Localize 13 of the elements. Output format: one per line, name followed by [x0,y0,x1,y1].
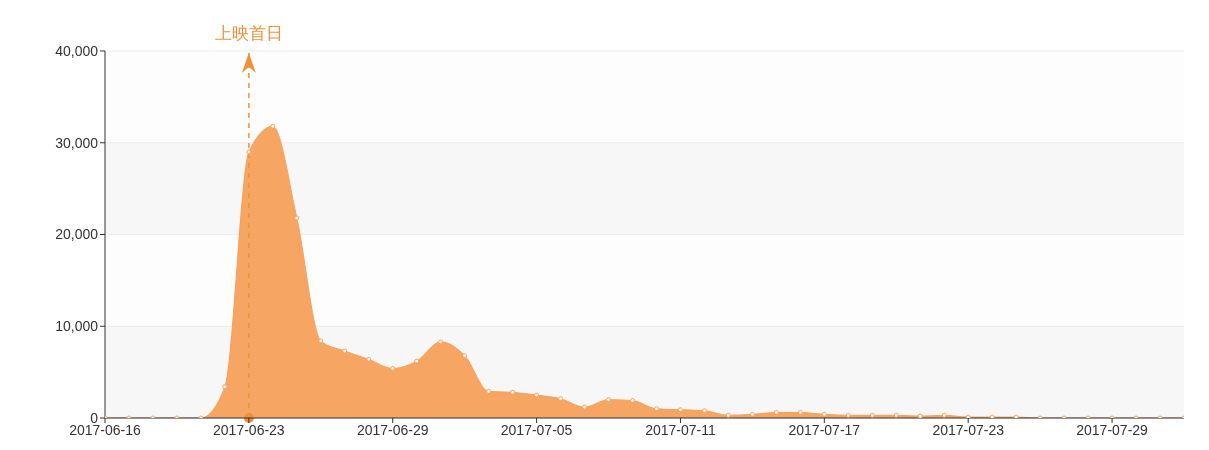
y-tick-label: 0 [90,409,99,426]
y-tick-label: 20,000 [55,226,99,243]
y-tick-label: 10,000 [55,318,99,335]
x-tick-label: 2017-06-29 [356,421,429,438]
x-tick-label: 2017-07-05 [500,421,573,438]
y-tick-label: 30,000 [55,134,99,151]
x-tick-label: 2017-07-17 [788,421,861,438]
x-tick-label: 2017-06-23 [213,421,285,438]
x-tick-label: 2017-07-29 [1076,421,1149,438]
y-tick-label: 40,000 [55,42,99,59]
x-tick-label: 2017-07-23 [932,421,1005,438]
x-tick-label: 2017-07-11 [645,421,716,438]
ref-line-label: 上映首日 [214,24,283,43]
